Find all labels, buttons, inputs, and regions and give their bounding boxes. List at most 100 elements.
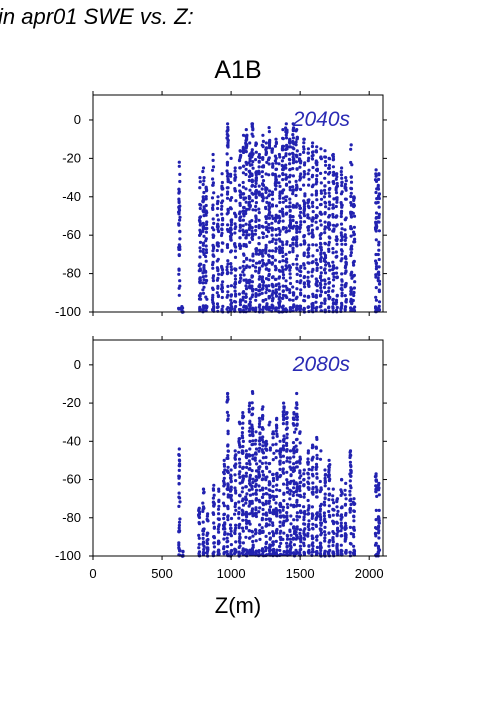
data-point: [244, 128, 248, 132]
y-tick-label: -40: [62, 433, 81, 448]
data-point: [318, 479, 322, 484]
data-point: [270, 192, 274, 197]
data-point: [284, 173, 288, 177]
data-point: [288, 205, 292, 209]
data-point: [220, 201, 224, 205]
data-point: [229, 549, 233, 553]
data-point: [278, 504, 282, 509]
data-point: [298, 528, 302, 532]
data-point: [229, 265, 233, 269]
data-point: [324, 163, 328, 167]
data-point: [306, 534, 310, 538]
data-point: [247, 536, 252, 540]
data-point: [302, 472, 306, 476]
data-point: [282, 406, 286, 410]
data-point: [280, 207, 285, 211]
data-point: [258, 156, 262, 160]
data-point: [254, 438, 258, 442]
data-point: [254, 498, 258, 502]
data-point: [238, 540, 242, 544]
data-point: [339, 543, 343, 547]
data-point: [201, 271, 205, 275]
data-point: [331, 530, 335, 534]
data-point: [225, 307, 229, 311]
data-point: [335, 505, 339, 509]
data-point: [315, 495, 319, 499]
data-point: [278, 467, 282, 471]
data-point: [247, 169, 251, 174]
data-point: [375, 224, 379, 229]
data-point: [280, 163, 284, 168]
data-point: [261, 507, 265, 512]
data-point: [318, 233, 322, 237]
data-point: [302, 282, 306, 286]
data-point: [323, 484, 327, 488]
data-point: [178, 517, 182, 521]
data-point: [302, 531, 306, 536]
data-point: [307, 544, 311, 548]
data-point: [352, 225, 356, 229]
data-point: [215, 291, 219, 295]
data-point: [324, 205, 328, 209]
data-point: [226, 127, 230, 132]
data-point: [199, 222, 203, 226]
data-point: [288, 281, 293, 286]
data-point: [291, 174, 295, 178]
data-point: [306, 151, 310, 155]
data-point: [319, 449, 323, 453]
data-point: [298, 230, 302, 234]
data-point: [299, 547, 303, 552]
data-point: [322, 514, 326, 518]
data-point: [211, 217, 215, 221]
data-point: [250, 551, 254, 555]
data-point: [306, 213, 310, 217]
data-point: [328, 268, 332, 272]
data-point: [271, 217, 275, 221]
data-point: [266, 230, 271, 234]
data-point: [327, 221, 331, 225]
data-point: [278, 200, 282, 204]
data-point: [254, 513, 258, 518]
data-point: [267, 126, 271, 130]
data-point: [225, 536, 229, 540]
data-point: [254, 306, 258, 310]
data-point: [277, 306, 281, 310]
data-point: [302, 175, 306, 179]
data-point: [299, 223, 303, 227]
data-point: [315, 214, 319, 218]
data-point: [314, 177, 319, 181]
data-point: [261, 286, 265, 290]
data-point: [288, 272, 292, 276]
data-point: [295, 230, 299, 234]
data-point: [377, 524, 381, 528]
data-point: [274, 429, 278, 433]
data-point: [307, 295, 311, 299]
data-point: [202, 547, 206, 552]
data-point: [294, 481, 298, 485]
data-point: [327, 473, 331, 477]
data-point: [247, 233, 251, 237]
data-point: [339, 550, 343, 554]
data-point: [278, 299, 282, 303]
data-point: [343, 228, 347, 232]
data-point: [222, 484, 226, 488]
data-point: [271, 430, 275, 434]
data-point: [264, 298, 268, 302]
data-point: [310, 223, 314, 227]
data-point: [271, 479, 276, 483]
data-point: [273, 183, 277, 187]
data-point: [334, 188, 338, 192]
data-point: [265, 302, 269, 306]
data-point: [331, 272, 335, 276]
data-point: [302, 468, 306, 472]
data-point: [288, 528, 292, 532]
data-point: [225, 174, 230, 178]
data-point: [261, 182, 265, 186]
data-point: [298, 159, 302, 163]
data-point: [275, 488, 279, 492]
data-point: [201, 536, 205, 541]
data-point: [257, 252, 261, 256]
data-point: [377, 519, 381, 523]
data-point: [335, 544, 339, 548]
data-point: [343, 234, 347, 238]
